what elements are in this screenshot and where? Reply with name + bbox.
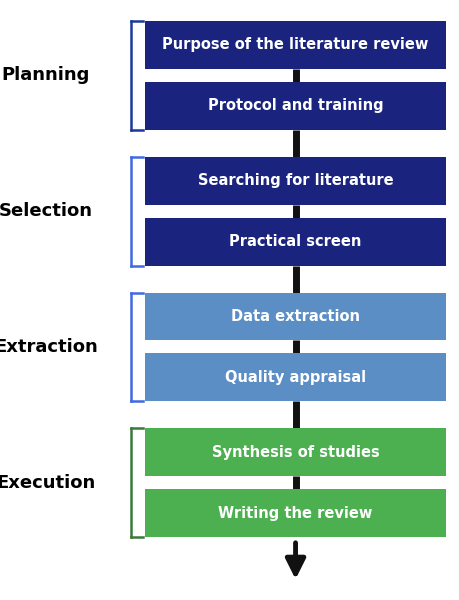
Text: Extraction: Extraction [0,338,98,356]
FancyBboxPatch shape [145,21,445,69]
FancyBboxPatch shape [145,157,445,205]
FancyBboxPatch shape [145,293,445,340]
Text: Planning: Planning [2,67,90,85]
Text: Searching for literature: Searching for literature [197,173,392,188]
Text: Protocol and training: Protocol and training [207,98,382,113]
Text: Execution: Execution [0,473,95,491]
Text: Selection: Selection [0,202,93,220]
FancyBboxPatch shape [145,353,445,401]
FancyBboxPatch shape [145,428,445,476]
FancyBboxPatch shape [145,489,445,537]
Text: Practical screen: Practical screen [229,234,361,249]
FancyBboxPatch shape [145,82,445,130]
Text: Data extraction: Data extraction [230,309,359,324]
Text: Quality appraisal: Quality appraisal [224,370,365,385]
Text: Writing the review: Writing the review [218,506,372,521]
Text: Purpose of the literature review: Purpose of the literature review [162,37,428,52]
Text: Synthesis of studies: Synthesis of studies [211,445,379,460]
FancyBboxPatch shape [145,218,445,265]
